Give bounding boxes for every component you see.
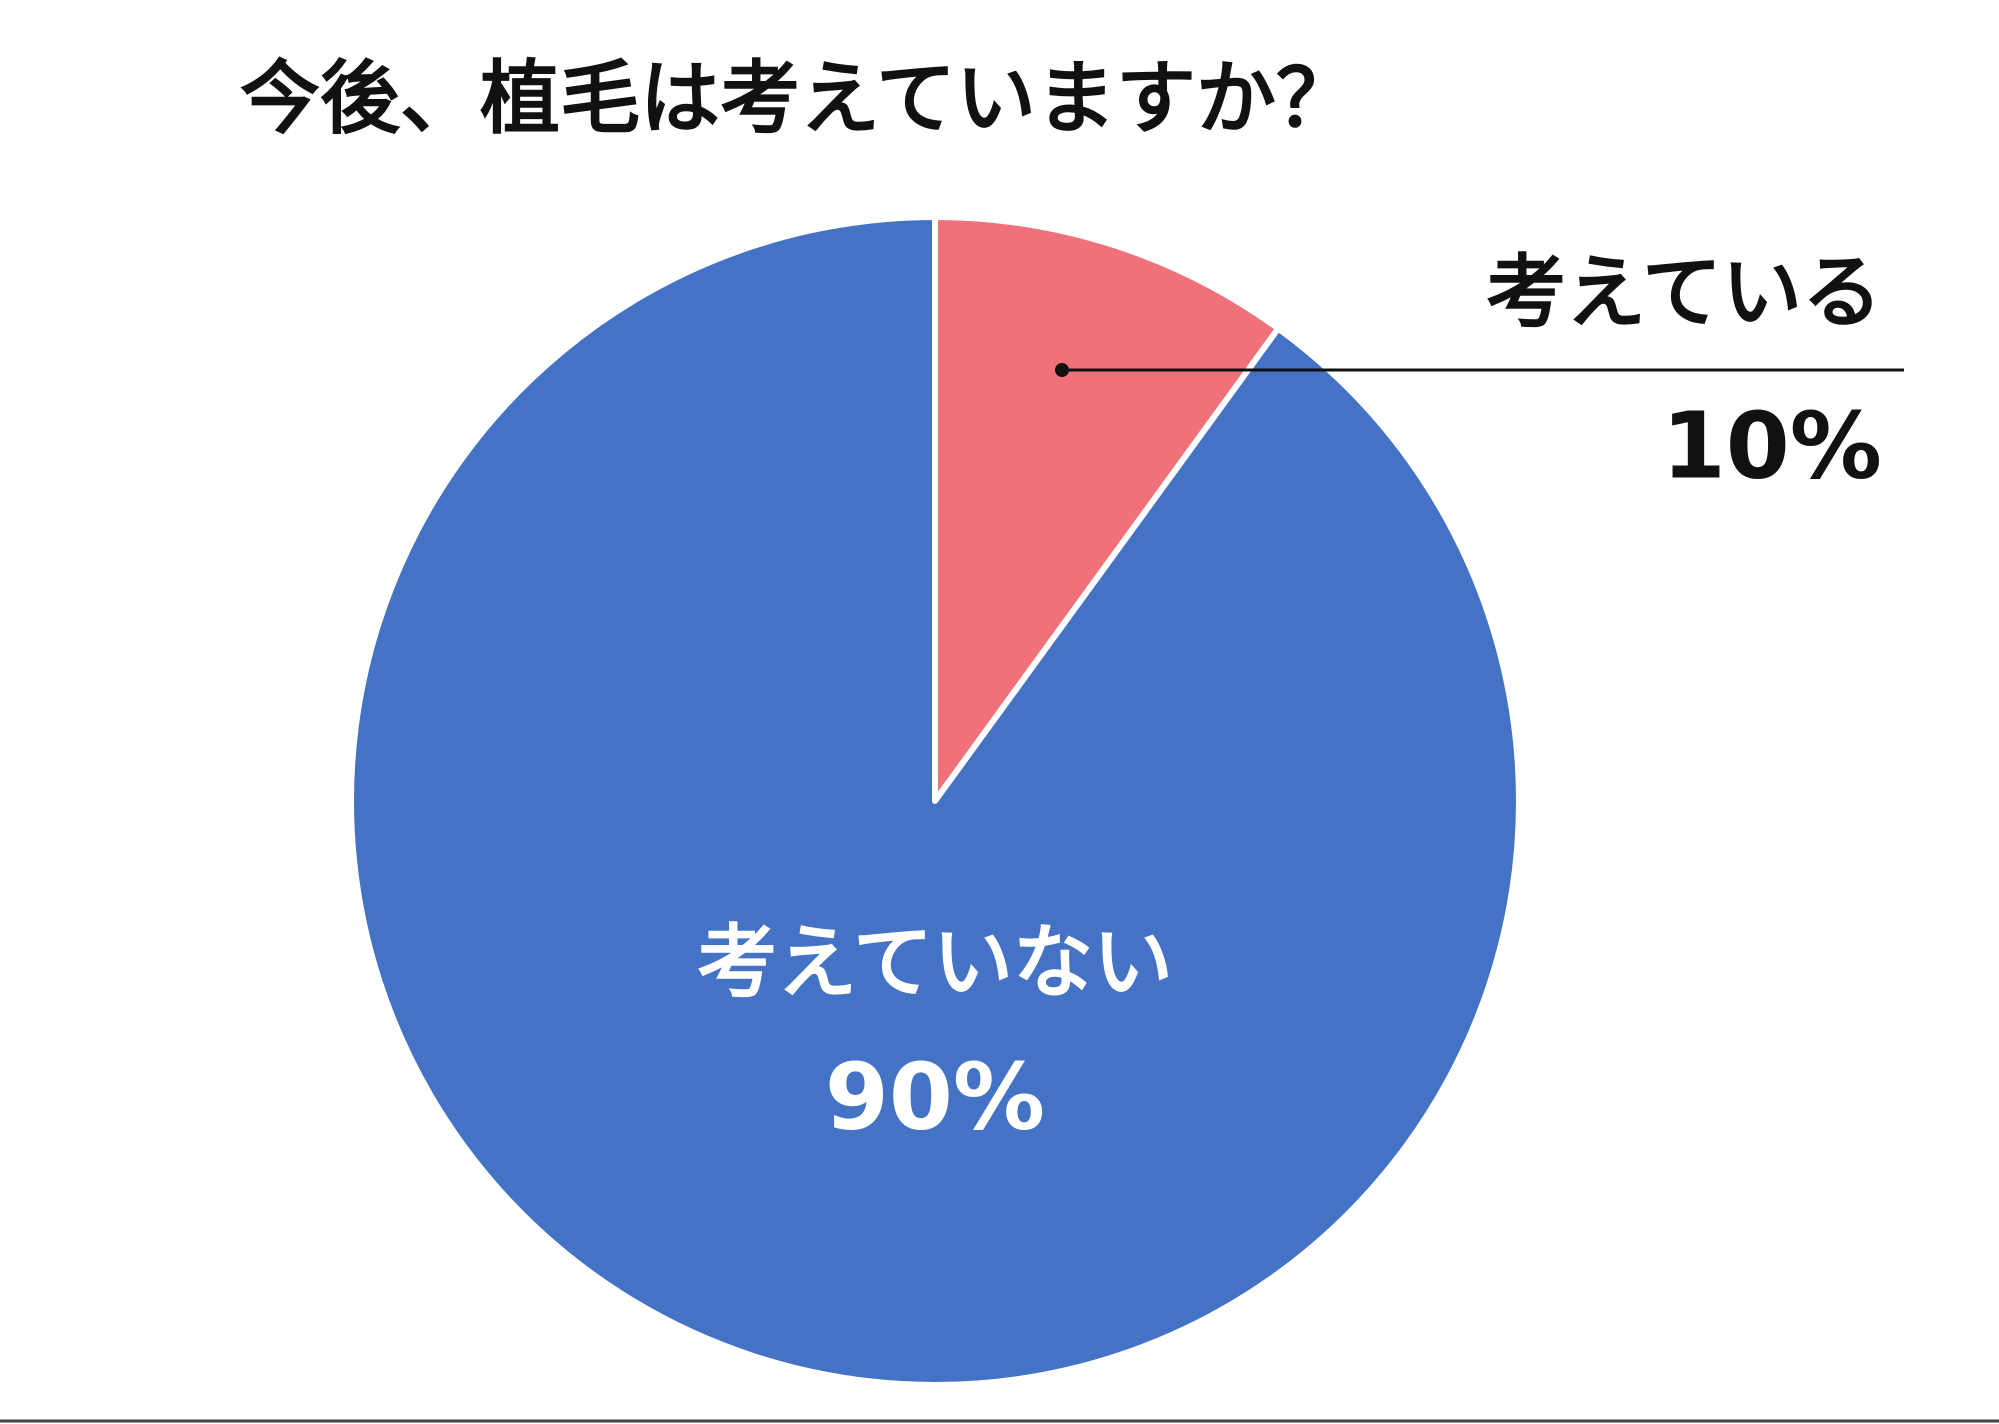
- chart-title: 今後、植毛は考えていますか？: [240, 52, 1356, 145]
- pie-slice: [932, 214, 1282, 804]
- pie-slice: [348, 214, 1522, 1388]
- category-label: 考えていない: [697, 916, 1173, 1009]
- leader-dot: [1055, 363, 1069, 377]
- value-label: 10%: [1662, 392, 1882, 499]
- value-label: 90%: [825, 1043, 1045, 1150]
- category-label: 考えている: [1486, 246, 1882, 339]
